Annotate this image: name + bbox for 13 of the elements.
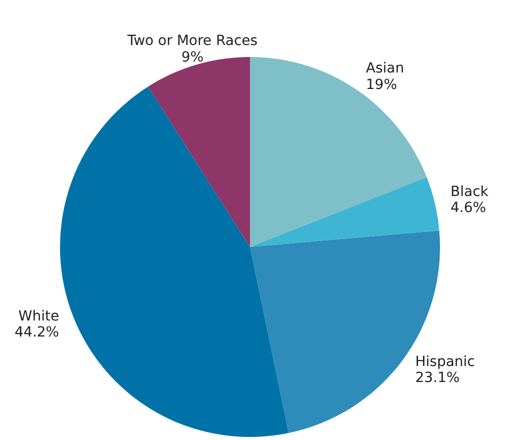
- slice-label: White: [18, 308, 60, 324]
- data-label: 9%: [181, 49, 204, 66]
- pie-slice: [250, 57, 427, 247]
- slice-label: Hispanic: [415, 354, 475, 370]
- data-label: 44.2%: [14, 324, 60, 341]
- slice-label: Two or More Races: [126, 33, 258, 50]
- pie-slice: [250, 177, 440, 247]
- data-label: 19%: [366, 76, 398, 93]
- pie-slice: [60, 86, 289, 437]
- slice-label: Asian: [366, 60, 404, 77]
- data-label: 4.6%: [450, 200, 486, 216]
- slice-label: Black: [450, 184, 490, 200]
- data-label: 23.1%: [415, 370, 460, 386]
